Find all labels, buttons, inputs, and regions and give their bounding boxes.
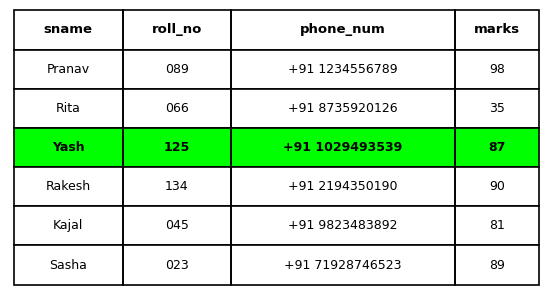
- Bar: [14, 206, 539, 245]
- Bar: [14, 245, 123, 285]
- Text: +91 1234556789: +91 1234556789: [288, 63, 398, 76]
- Bar: [231, 128, 455, 167]
- Text: roll_no: roll_no: [152, 23, 202, 36]
- Text: 87: 87: [488, 141, 505, 154]
- Bar: [231, 167, 455, 206]
- Bar: [455, 10, 539, 50]
- Text: 81: 81: [489, 219, 505, 232]
- Bar: [14, 10, 123, 50]
- Text: Pranav: Pranav: [46, 63, 90, 76]
- Text: 045: 045: [165, 219, 189, 232]
- Bar: [123, 245, 231, 285]
- Bar: [14, 50, 539, 89]
- Bar: [14, 128, 539, 167]
- Bar: [123, 128, 231, 167]
- Text: 89: 89: [489, 259, 505, 272]
- Bar: [123, 206, 231, 245]
- Bar: [455, 89, 539, 128]
- Bar: [14, 10, 539, 50]
- Bar: [14, 167, 123, 206]
- Bar: [123, 10, 231, 50]
- Text: +91 9823483892: +91 9823483892: [288, 219, 398, 232]
- Bar: [231, 50, 455, 89]
- Text: 023: 023: [165, 259, 189, 272]
- Text: Rita: Rita: [56, 102, 81, 115]
- Bar: [14, 206, 123, 245]
- Bar: [123, 167, 231, 206]
- Bar: [14, 89, 539, 128]
- Text: 98: 98: [489, 63, 505, 76]
- Text: phone_num: phone_num: [300, 23, 386, 36]
- Bar: [123, 89, 231, 128]
- Text: 35: 35: [489, 102, 505, 115]
- Text: 089: 089: [165, 63, 189, 76]
- Text: 90: 90: [489, 180, 505, 193]
- Bar: [455, 245, 539, 285]
- Text: +91 8735920126: +91 8735920126: [288, 102, 398, 115]
- Bar: [14, 50, 123, 89]
- Bar: [123, 50, 231, 89]
- Text: 125: 125: [164, 141, 190, 154]
- Bar: [231, 206, 455, 245]
- Bar: [14, 245, 539, 285]
- Text: +91 1029493539: +91 1029493539: [283, 141, 403, 154]
- Text: Rakesh: Rakesh: [45, 180, 91, 193]
- Text: 066: 066: [165, 102, 189, 115]
- Bar: [455, 206, 539, 245]
- Text: 134: 134: [165, 180, 189, 193]
- Text: Yash: Yash: [52, 141, 85, 154]
- Bar: [455, 50, 539, 89]
- Bar: [14, 167, 539, 206]
- Text: marks: marks: [474, 23, 520, 36]
- Text: +91 2194350190: +91 2194350190: [288, 180, 398, 193]
- Bar: [455, 167, 539, 206]
- Bar: [231, 245, 455, 285]
- Text: Sasha: Sasha: [49, 259, 87, 272]
- Text: +91 71928746523: +91 71928746523: [284, 259, 401, 272]
- Bar: [14, 89, 123, 128]
- Text: sname: sname: [44, 23, 93, 36]
- Text: Kajal: Kajal: [53, 219, 84, 232]
- Bar: [231, 10, 455, 50]
- Bar: [231, 89, 455, 128]
- Bar: [14, 128, 123, 167]
- Bar: [455, 128, 539, 167]
